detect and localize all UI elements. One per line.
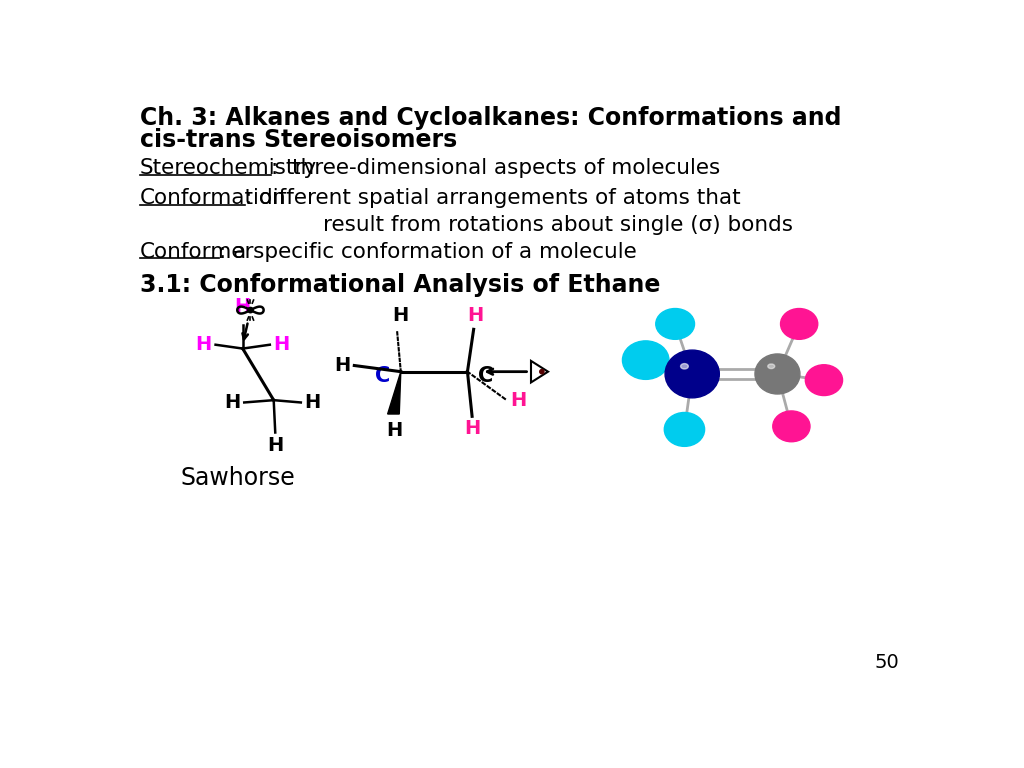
Ellipse shape <box>773 411 810 442</box>
Text: H: H <box>392 306 409 326</box>
Ellipse shape <box>780 309 818 339</box>
Text: H: H <box>510 392 526 410</box>
Ellipse shape <box>768 364 775 369</box>
Text: Stereochemistry: Stereochemistry <box>139 158 316 178</box>
Text: :  three-dimensional aspects of molecules: : three-dimensional aspects of molecules <box>271 158 721 178</box>
Ellipse shape <box>623 341 669 379</box>
Text: result from rotations about single (σ) bonds: result from rotations about single (σ) b… <box>324 215 794 235</box>
Text: H: H <box>386 421 402 440</box>
Text: H: H <box>267 435 284 455</box>
Text: : a specific conformation of a molecule: : a specific conformation of a molecule <box>218 243 636 263</box>
Text: Conformation: Conformation <box>139 188 287 208</box>
Text: Ch. 3: Alkanes and Cycloalkanes: Conformations and: Ch. 3: Alkanes and Cycloalkanes: Conform… <box>139 106 841 130</box>
Text: H: H <box>224 393 241 412</box>
Text: H: H <box>196 335 212 354</box>
Ellipse shape <box>540 369 544 374</box>
Ellipse shape <box>655 309 694 339</box>
Text: 3.1: Conformational Analysis of Ethane: 3.1: Conformational Analysis of Ethane <box>139 273 660 297</box>
Text: cis-trans Stereoisomers: cis-trans Stereoisomers <box>139 127 457 151</box>
Text: Conformer: Conformer <box>139 243 254 263</box>
Text: H: H <box>305 393 321 412</box>
Text: Sawhorse: Sawhorse <box>180 466 296 491</box>
Ellipse shape <box>755 354 800 394</box>
Text: : different spatial arrangements of atoms that: : different spatial arrangements of atom… <box>245 188 740 208</box>
Ellipse shape <box>805 365 843 396</box>
Ellipse shape <box>665 412 705 446</box>
Text: H: H <box>467 306 483 326</box>
Ellipse shape <box>681 363 688 369</box>
Text: C: C <box>477 366 493 386</box>
Ellipse shape <box>665 350 719 398</box>
Text: C: C <box>376 366 391 386</box>
Polygon shape <box>388 372 400 414</box>
Text: 50: 50 <box>874 653 899 672</box>
Text: H: H <box>273 335 290 354</box>
Ellipse shape <box>248 307 253 313</box>
Text: H: H <box>334 356 350 375</box>
Text: H: H <box>464 419 480 439</box>
Text: H: H <box>234 297 251 316</box>
